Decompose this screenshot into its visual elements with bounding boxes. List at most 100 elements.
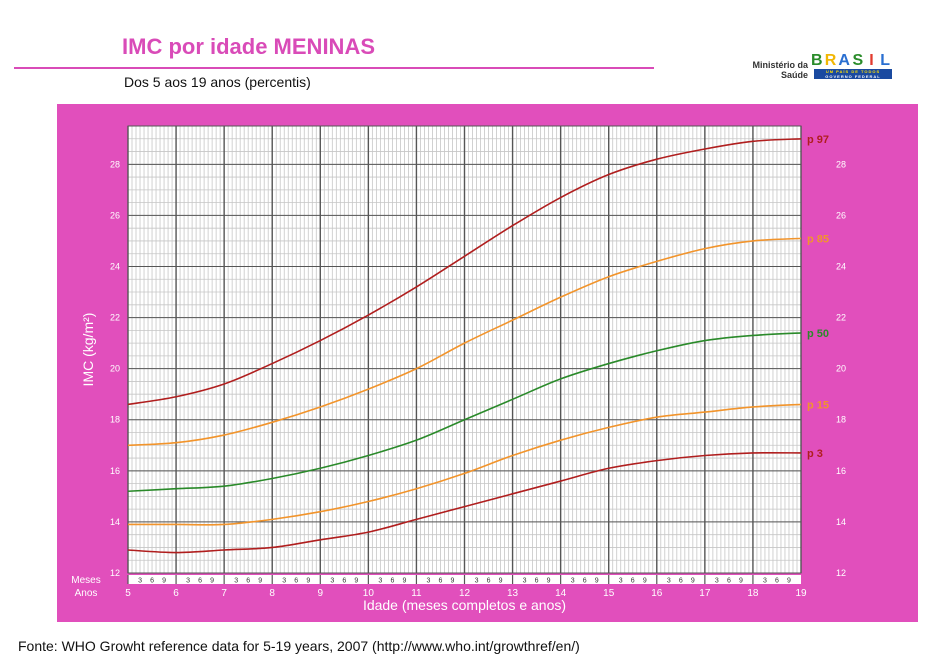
y-tick-label-right: 18	[836, 415, 846, 425]
x-tick-label: 5	[125, 588, 131, 599]
x-tick-label: 17	[699, 588, 711, 599]
title-divider	[14, 67, 654, 69]
x-tick-label: 12	[459, 588, 471, 599]
month-tick-label: 3	[282, 578, 286, 585]
x-tick-label: 13	[507, 588, 519, 599]
series-label-p85: p 85	[807, 233, 829, 245]
x-tick-label: 8	[269, 588, 275, 599]
month-tick-label: 9	[595, 578, 599, 585]
x-tick-label: 7	[221, 588, 227, 599]
brasil-logo-letter: S	[852, 52, 864, 69]
y-axis-title: IMC (kg/m²)	[80, 313, 96, 387]
x-tick-label: 19	[795, 588, 807, 599]
month-tick-label: 6	[294, 578, 298, 585]
month-tick-label: 3	[667, 578, 671, 585]
page-title: IMC por idade MENINAS	[122, 34, 376, 59]
month-tick-label: 9	[354, 578, 358, 585]
month-tick-label: 9	[787, 578, 791, 585]
brasil-logo-letter: A	[838, 52, 850, 69]
month-tick-label: 9	[306, 578, 310, 585]
ministry-label: Ministério da Saúde	[752, 60, 808, 80]
brasil-tagline: UM PAÍS DE TODOS	[825, 69, 881, 74]
brasil-government: GOVERNO FEDERAL	[825, 74, 881, 79]
bmi-chart: p 97 p 85 p 50 p 15 p 3 12 12 14 14 16 16 18 18 20 20 2…	[71, 125, 846, 613]
month-tick-label: 3	[523, 578, 527, 585]
month-tick-label: 6	[342, 578, 346, 585]
month-tick-label: 3	[186, 578, 190, 585]
brasil-logo-letter: I	[869, 52, 874, 69]
y-tick-label-left: 14	[110, 517, 120, 527]
y-tick-label-right: 12	[836, 568, 846, 578]
month-tick-label: 6	[727, 578, 731, 585]
month-tick-label: 6	[246, 578, 250, 585]
month-tick-label: 3	[571, 578, 575, 585]
month-tick-label: 9	[162, 578, 166, 585]
month-tick-label: 3	[330, 578, 334, 585]
month-tick-label: 9	[691, 578, 695, 585]
month-tick-label: 6	[487, 578, 491, 585]
y-tick-label-right: 28	[836, 159, 846, 169]
series-line-p50	[127, 332, 802, 493]
chart-panel: p 97 p 85 p 50 p 15 p 3 12 12 14 14 16 16 18 18 20 20 2…	[57, 104, 918, 622]
x-tick-label: 6	[173, 588, 179, 599]
y-tick-label-right: 26	[836, 210, 846, 220]
month-tick-label: 6	[775, 578, 779, 585]
x-tick-label: 14	[555, 588, 567, 599]
month-tick-label: 6	[679, 578, 683, 585]
month-tick-label: 6	[439, 578, 443, 585]
month-tick-label: 9	[499, 578, 503, 585]
series-label-p50: p 50	[807, 328, 829, 340]
y-tick-label-left: 20	[110, 364, 120, 374]
x-axis-title: Idade (meses completos e anos)	[363, 597, 566, 613]
y-tick-label-left: 26	[110, 210, 120, 220]
month-tick-label: 6	[535, 578, 539, 585]
month-tick-label: 9	[402, 578, 406, 585]
series-line-p85	[127, 237, 802, 447]
plot-frame	[127, 125, 802, 574]
month-tick-label: 3	[426, 578, 430, 585]
page-subtitle: Dos 5 aos 19 anos (percentis)	[124, 74, 311, 90]
month-tick-label: 9	[739, 578, 743, 585]
y-tick-label-left: 12	[110, 568, 120, 578]
month-tick-label: 3	[138, 578, 142, 585]
month-tick-label: 9	[547, 578, 551, 585]
series-line-p3	[127, 451, 802, 554]
y-tick-label-left: 18	[110, 415, 120, 425]
source-note: Fonte: WHO Growht reference data for 5-1…	[18, 638, 580, 654]
y-tick-label-left: 22	[110, 313, 120, 323]
month-tick-label: 3	[475, 578, 479, 585]
month-tick-label: 3	[234, 578, 238, 585]
month-tick-label: 6	[390, 578, 394, 585]
month-tick-label: 3	[715, 578, 719, 585]
month-tick-label: 6	[150, 578, 154, 585]
x-row-label-years: Anos	[75, 588, 98, 599]
month-tick-label: 6	[198, 578, 202, 585]
brasil-logo-letter: B	[811, 52, 823, 69]
x-tick-label: 15	[603, 588, 615, 599]
month-tick-label: 3	[619, 578, 623, 585]
series-line-p97	[127, 137, 802, 406]
x-tick-label: 9	[318, 588, 324, 599]
month-tick-label: 3	[763, 578, 767, 585]
series-label-p3: p 3	[807, 448, 823, 460]
month-tick-label: 6	[631, 578, 635, 585]
month-tick-label: 6	[583, 578, 587, 585]
y-tick-label-left: 16	[110, 466, 120, 476]
y-tick-label-right: 20	[836, 364, 846, 374]
y-tick-label-left: 28	[110, 159, 120, 169]
series-label-p97: p 97	[807, 134, 829, 146]
brasil-logo-letter: L	[880, 52, 891, 69]
brasil-logo-letter: R	[824, 52, 837, 69]
month-tick-label: 9	[210, 578, 214, 585]
y-tick-label-right: 24	[836, 261, 846, 271]
y-tick-label-right: 16	[836, 466, 846, 476]
month-tick-label: 9	[451, 578, 455, 585]
x-row-label-months: Meses	[71, 575, 100, 586]
month-tick-label: 9	[643, 578, 647, 585]
x-tick-label: 11	[411, 588, 422, 599]
month-tick-label: 9	[258, 578, 262, 585]
x-tick-label: 10	[363, 588, 375, 599]
x-tick-label: 16	[651, 588, 663, 599]
